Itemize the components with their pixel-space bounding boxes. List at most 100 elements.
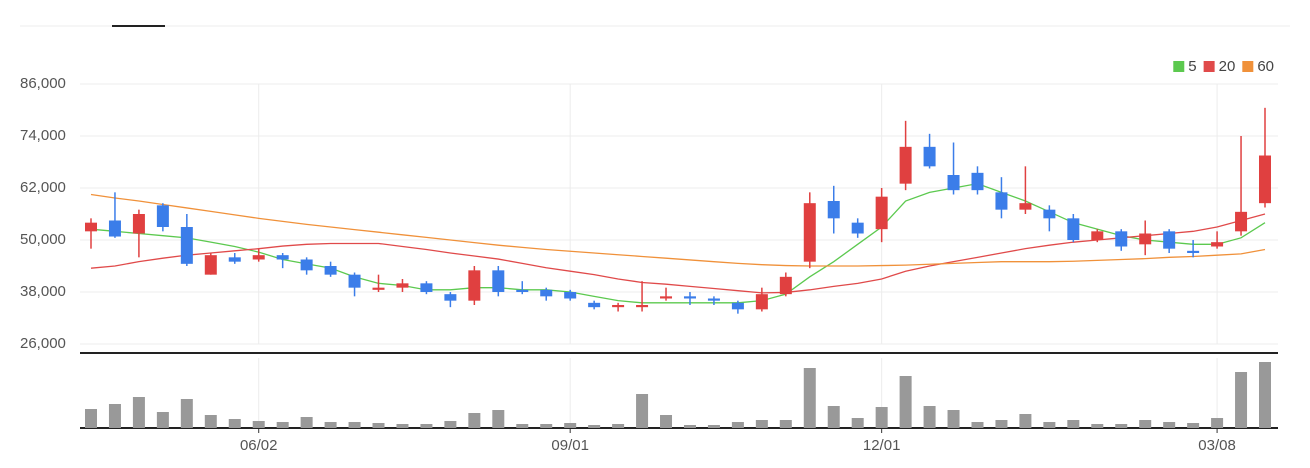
candle-body — [324, 266, 337, 275]
candle-body — [1115, 231, 1128, 247]
volume-bar — [492, 410, 505, 428]
candle-body — [827, 201, 840, 219]
volume-bar — [180, 399, 193, 428]
volume-bar — [731, 422, 744, 428]
candle-body — [899, 146, 912, 184]
candle-body — [156, 205, 169, 227]
volume-bar — [204, 415, 217, 428]
volume-bar — [923, 406, 936, 428]
volume-bar — [444, 421, 457, 428]
candle-body — [1091, 231, 1104, 240]
volume-bar — [276, 422, 289, 428]
moving-average-line — [90, 193, 1266, 267]
volume-bar — [851, 418, 864, 428]
y-tick-label: 50,000 — [20, 231, 66, 248]
volume-bar — [755, 420, 768, 428]
x-tick-label: 09/01 — [551, 437, 589, 454]
volume-bar — [612, 424, 625, 428]
volume-bar — [156, 412, 169, 428]
candle-body — [636, 305, 649, 308]
candle-body — [204, 255, 217, 275]
volume-bar — [396, 424, 409, 428]
candle-body — [683, 296, 696, 299]
y-tick-label: 26,000 — [20, 335, 66, 352]
volume-bar — [779, 420, 792, 428]
candle-body — [492, 270, 505, 292]
candle-body — [516, 289, 529, 292]
candle-body — [1211, 242, 1224, 247]
candle-body — [396, 283, 409, 288]
y-tick-label: 86,000 — [20, 75, 66, 92]
volume-bar — [947, 410, 960, 428]
volume-bar — [660, 415, 673, 428]
volume-bar — [324, 422, 337, 428]
volume-bar — [803, 368, 816, 428]
volume-bar — [683, 425, 696, 428]
candle-body — [1067, 218, 1080, 240]
candle-body — [1043, 209, 1056, 219]
volume-bar — [1115, 424, 1128, 428]
volume-bar — [132, 397, 145, 428]
volume-bar — [1163, 422, 1176, 428]
volume-bar — [588, 425, 601, 428]
candle-body — [660, 296, 673, 299]
candle-body — [1187, 250, 1200, 253]
volume-bar — [971, 422, 984, 428]
volume-bar — [420, 424, 433, 428]
candle-body — [252, 255, 265, 260]
candle-body — [1163, 231, 1176, 249]
candle-body — [779, 276, 792, 295]
candle-body — [468, 270, 481, 301]
volume-bar — [995, 420, 1008, 428]
volume-bar — [707, 425, 720, 428]
candle-body — [228, 257, 241, 262]
y-tick-label: 74,000 — [20, 127, 66, 144]
x-tick-label: 12/01 — [863, 437, 901, 454]
candle-body — [612, 305, 625, 308]
volume-bar — [516, 424, 529, 428]
candle-body — [1235, 211, 1248, 232]
volume-bar — [1235, 372, 1248, 428]
volume-bar — [1187, 423, 1200, 428]
candle-body — [276, 255, 289, 260]
candle-body — [588, 302, 601, 308]
volume-bar — [108, 404, 121, 428]
volume-bar — [1091, 424, 1104, 428]
candle-body — [971, 172, 984, 191]
x-tick-label: 06/02 — [240, 437, 278, 454]
volume-bar — [1139, 420, 1152, 428]
candle-body — [564, 292, 577, 299]
volume-bar — [564, 423, 577, 428]
candle-body — [85, 222, 97, 232]
volume-bar — [300, 417, 313, 428]
legend-swatch — [1173, 61, 1185, 72]
y-tick-label: 38,000 — [20, 283, 66, 300]
volume-bar — [899, 376, 912, 428]
volume-bar — [228, 419, 241, 428]
volume-bar — [827, 406, 840, 428]
legend-label: 60 — [1257, 58, 1274, 75]
candle-body — [348, 274, 361, 288]
candle-body — [851, 222, 864, 234]
candle-body — [947, 175, 960, 191]
volume-bar — [636, 394, 649, 428]
y-tick-label: 62,000 — [20, 179, 66, 196]
candle-body — [180, 227, 193, 264]
volume-bar — [468, 413, 481, 428]
volume-bar — [875, 407, 888, 428]
candle-body — [420, 283, 433, 292]
candle-body — [108, 220, 121, 237]
volume-bar — [85, 409, 97, 428]
candle-body — [731, 302, 744, 310]
legend-label: 20 — [1219, 58, 1236, 75]
volume-bar — [348, 422, 361, 428]
candle-body — [132, 214, 145, 234]
candle-body — [1259, 155, 1271, 204]
candle-body — [300, 259, 313, 271]
volume-bar — [252, 421, 265, 428]
candle-body — [372, 287, 385, 290]
volume-bar — [1019, 414, 1032, 428]
volume-bar — [540, 424, 553, 428]
candle-body — [803, 203, 816, 262]
